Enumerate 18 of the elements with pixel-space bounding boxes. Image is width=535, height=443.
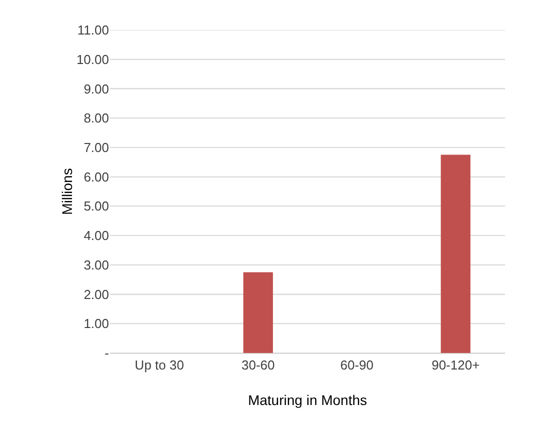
y-tick-label: 2.00	[84, 286, 109, 302]
x-tick-label: 30-60	[242, 358, 275, 373]
y-tick-label: 8.00	[84, 110, 109, 126]
y-tick-label: 4.00	[84, 228, 109, 244]
x-axis-title: Maturing in Months	[248, 392, 368, 408]
y-tick-label: 5.00	[84, 198, 109, 214]
y-tick-label: -	[104, 346, 109, 361]
y-tick-label: 3.00	[84, 257, 109, 272]
y-tick-label: 6.00	[84, 169, 109, 184]
y-tick-label: 7.00	[84, 140, 109, 155]
y-tick-label: 11.00	[77, 22, 109, 38]
y-axis-title: Millions	[59, 168, 75, 215]
x-tick-label: 90-120+	[432, 358, 480, 373]
x-tick-label: 60-90	[340, 358, 374, 373]
y-tick-label: 9.00	[84, 81, 109, 96]
y-tick-label: 1.00	[84, 316, 109, 332]
x-tick-label: Up to 30	[134, 358, 184, 373]
y-tick-label: 10.00	[76, 52, 109, 67]
